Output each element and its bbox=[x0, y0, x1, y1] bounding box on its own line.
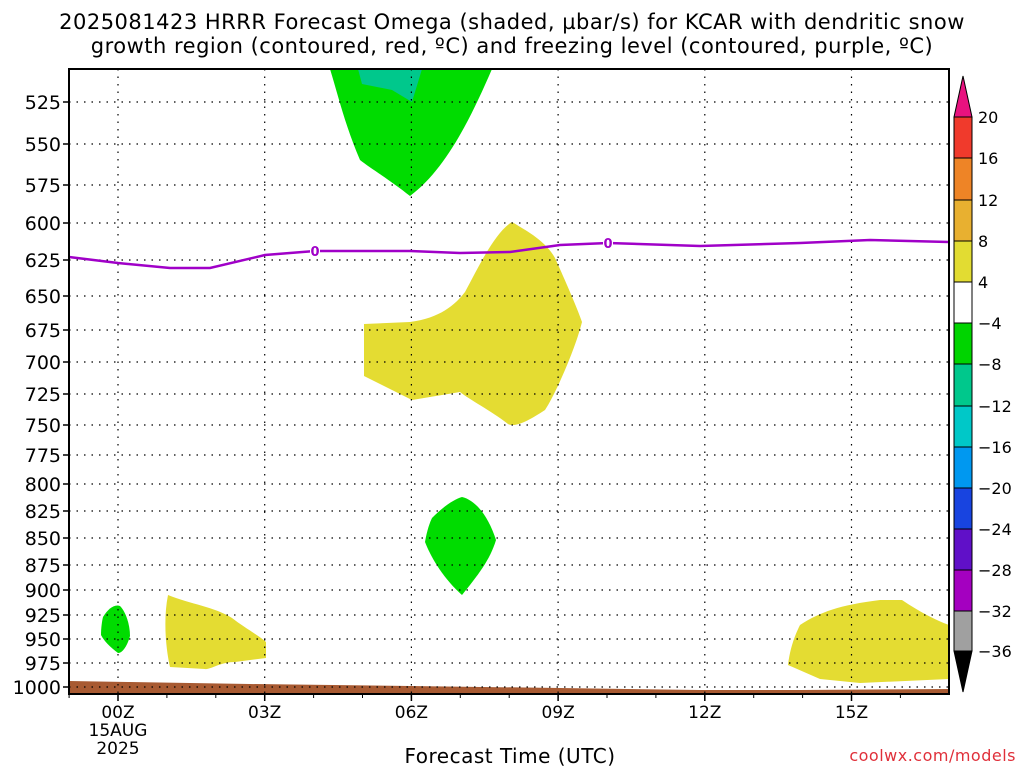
omega-region-upper-green bbox=[330, 69, 492, 196]
omega-region-lower-green bbox=[425, 497, 496, 595]
contour-label-bg bbox=[310, 244, 320, 258]
y-tick-label: 925 bbox=[25, 605, 61, 627]
colorbar-label: 16 bbox=[978, 149, 998, 168]
omega-region-bottomleft-green bbox=[101, 605, 130, 653]
omega-region-upper-teal bbox=[358, 69, 422, 102]
y-tick-label: 850 bbox=[25, 528, 61, 550]
colorbar-segment bbox=[953, 157, 973, 201]
colorbar-label: 20 bbox=[978, 108, 998, 127]
colorbar-segment bbox=[953, 363, 973, 407]
date-label: 2025 bbox=[96, 739, 139, 759]
date-label: 15AUG bbox=[89, 721, 148, 741]
y-tick-label: 1000 bbox=[13, 677, 61, 699]
source-credit: coolwx.com/models bbox=[849, 746, 1016, 765]
y-tick-label: 950 bbox=[25, 629, 61, 651]
y-tick-label: 825 bbox=[25, 501, 61, 523]
y-tick-label: 550 bbox=[25, 134, 61, 156]
chart-title-line1: 2025081423 HRRR Forecast Omega (shaded, … bbox=[59, 10, 965, 34]
terrain-surface bbox=[69, 681, 949, 694]
y-tick-label: 625 bbox=[25, 250, 61, 272]
x-tick-label: 03Z bbox=[248, 703, 281, 723]
chart-title-line2: growth region (contoured, red, ºC) and f… bbox=[90, 34, 934, 58]
colorbar-segment bbox=[953, 199, 973, 242]
colorbar-segment bbox=[953, 569, 973, 612]
y-tick-label: 975 bbox=[25, 653, 61, 675]
x-tick-label: 09Z bbox=[541, 703, 574, 723]
colorbar-label: −12 bbox=[978, 397, 1012, 416]
freezing-contour-label: 0 bbox=[310, 245, 319, 260]
x-tick-label: 06Z bbox=[395, 703, 428, 723]
colorbar-label: −28 bbox=[978, 561, 1012, 580]
colorbar-label: −4 bbox=[978, 314, 1002, 333]
y-tick-label: 725 bbox=[25, 384, 61, 406]
colorbar-segment bbox=[953, 446, 973, 489]
colorbar-segment bbox=[953, 487, 973, 530]
colorbar-label: −24 bbox=[978, 520, 1012, 539]
colorbar-label: −20 bbox=[978, 479, 1012, 498]
colorbar-segment bbox=[953, 610, 973, 652]
contour-label-bg bbox=[603, 236, 613, 250]
y-tick-label: 900 bbox=[25, 580, 61, 602]
colorbar-label: −32 bbox=[978, 602, 1012, 621]
y-tick-label: 650 bbox=[25, 286, 61, 308]
freezing-level-contour bbox=[68, 238, 950, 270]
x-tick-label: 00Z bbox=[101, 703, 134, 723]
y-tick-label: 775 bbox=[25, 445, 61, 467]
x-tick-label: 12Z bbox=[688, 703, 721, 723]
colorbar-segment bbox=[953, 281, 973, 324]
y-tick-label: 525 bbox=[25, 92, 61, 114]
colorbar-top-arrow bbox=[953, 75, 973, 118]
y-tick-label: 750 bbox=[25, 415, 61, 437]
colorbar-segment bbox=[953, 405, 973, 448]
colorbar-segment bbox=[953, 240, 973, 283]
x-tick-label: 15Z bbox=[835, 703, 868, 723]
colorbar-segment bbox=[953, 322, 973, 365]
colorbar-label: −8 bbox=[978, 355, 1002, 374]
colorbar-segment bbox=[953, 528, 973, 571]
omega-region-middle-yellow bbox=[364, 222, 582, 426]
colorbar-label: −36 bbox=[978, 642, 1012, 661]
y-tick-label: 800 bbox=[25, 474, 61, 496]
colorbar-label: 12 bbox=[978, 191, 998, 210]
y-tick-label: 675 bbox=[25, 320, 61, 342]
omega-region-bottomright-yellow bbox=[788, 600, 949, 683]
y-tick-label: 875 bbox=[25, 555, 61, 577]
y-tick-label: 575 bbox=[25, 175, 61, 197]
freezing-contour-label: 0 bbox=[603, 237, 612, 252]
colorbar-label: 4 bbox=[978, 273, 988, 292]
y-tick-label: 600 bbox=[25, 213, 61, 235]
y-tick-label: 700 bbox=[25, 352, 61, 374]
omega-region-bottomleft-yellow bbox=[165, 595, 266, 670]
x-axis-label: Forecast Time (UTC) bbox=[404, 744, 616, 768]
colorbar-segment bbox=[953, 116, 973, 159]
colorbar-label: 8 bbox=[978, 232, 988, 251]
colorbar-label: −16 bbox=[978, 438, 1012, 457]
colorbar-bottom-arrow bbox=[953, 650, 973, 693]
